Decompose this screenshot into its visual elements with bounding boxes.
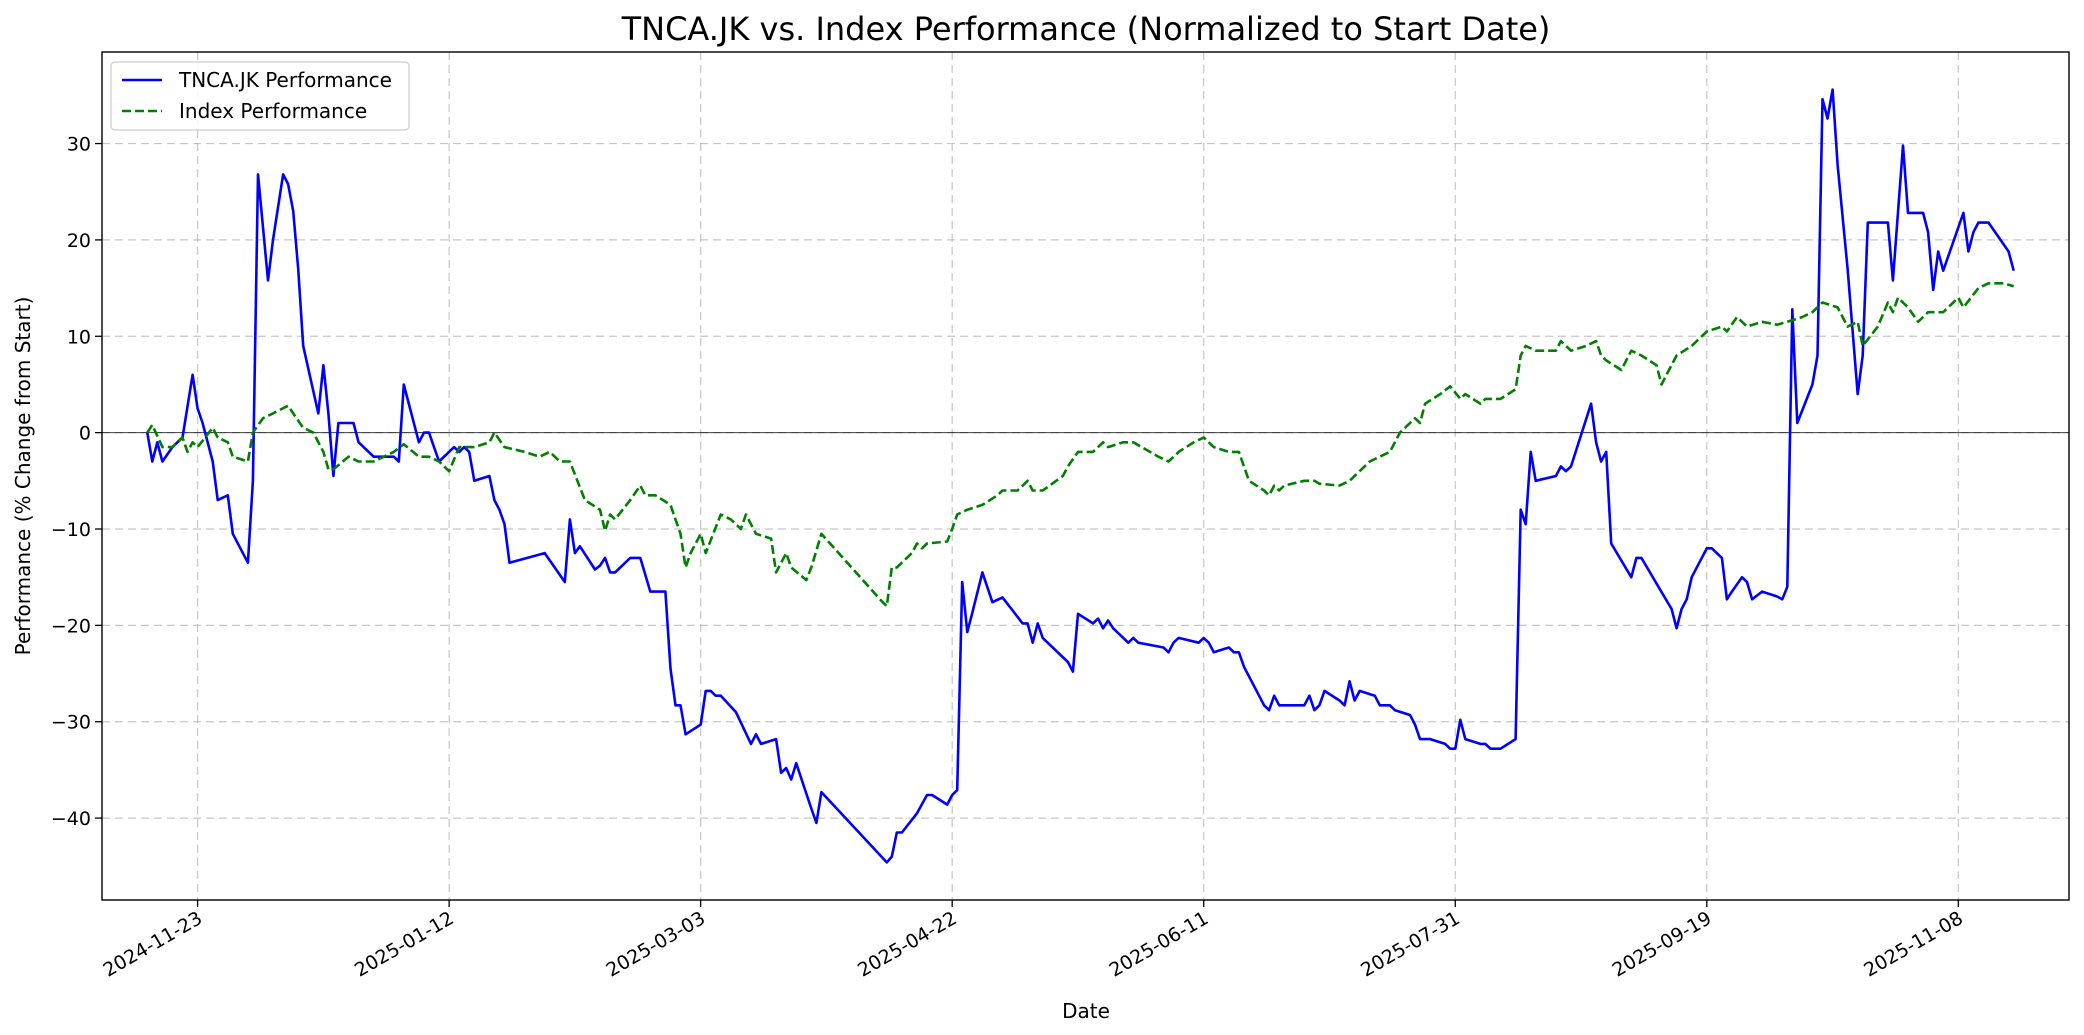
legend-label-tnca: TNCA.JK Performance <box>178 68 392 92</box>
y-tick-label: 20 <box>67 230 91 252</box>
y-tick-label: −40 <box>51 808 91 830</box>
series-line-tnca <box>146 88 2015 864</box>
chart-title: TNCA.JK vs. Index Performance (Normalize… <box>621 10 1551 48</box>
y-tick-label: −20 <box>51 615 91 637</box>
series-layer <box>146 88 2015 864</box>
x-axis-label: Date <box>1062 999 1110 1023</box>
y-axis-label: Performance (% Change from Start) <box>11 297 35 656</box>
y-tick-label: 0 <box>79 423 91 445</box>
legend: TNCA.JK Performance Index Performance <box>110 61 410 131</box>
y-tick-label: 10 <box>67 326 91 348</box>
legend-box <box>110 61 410 131</box>
y-tick-label: −10 <box>51 519 91 541</box>
y-tick-label: 30 <box>67 134 91 156</box>
plot-frame <box>101 51 2070 901</box>
y-tick-label: −30 <box>51 712 91 734</box>
series-line-index <box>146 282 2015 608</box>
y-axis: −40 −30 −20 −10 0 10 20 30 <box>51 134 102 830</box>
legend-label-index: Index Performance <box>179 99 367 123</box>
